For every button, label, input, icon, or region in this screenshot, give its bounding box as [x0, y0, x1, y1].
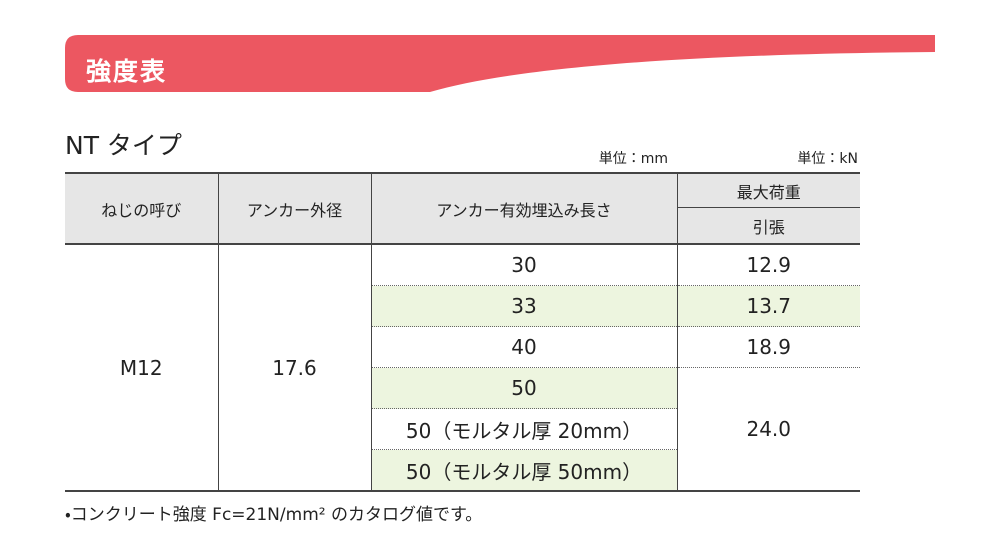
table-cell: 30 — [370, 244, 677, 286]
table-row: 50（モルタル厚 20mm） — [65, 408, 860, 450]
table-row: 50 24.0 — [65, 367, 860, 491]
footnote: ・コンクリート強度 Fc=21N/mm² のカタログ値です。 — [65, 505, 483, 525]
table-cell: 17.6 — [217, 244, 371, 491]
table-cell: 13.7 — [676, 285, 860, 327]
page-title: 強度表 — [86, 57, 168, 86]
unit-label: 単位：kN — [797, 151, 858, 167]
table-row: M12 17.6 30 12.9 — [65, 244, 860, 491]
table-cell: M12 — [119, 355, 163, 380]
table-row: 50（モルタル厚 50mm） — [65, 449, 860, 491]
section-title: NT タイプ — [65, 131, 182, 160]
banner — [65, 35, 935, 92]
table-cell: 50 — [370, 367, 677, 409]
column-header: 最大荷重 — [676, 173, 860, 208]
table-cell: 18.9 — [676, 326, 860, 368]
column-header: 引張 — [676, 207, 860, 244]
table-cell: 24.0 — [676, 367, 860, 491]
column-header: アンカー外径 — [217, 173, 371, 244]
strength-table: ねじの呼び アンカー外径 アンカー有効埋込み長さ 最大荷重 引張 M12 17.6… — [65, 172, 860, 492]
table-cell: 12.9 — [676, 244, 860, 286]
column-header: アンカー有効埋込み長さ — [370, 173, 677, 244]
table-row: 33 13.7 — [65, 285, 860, 327]
banner-shape — [65, 35, 935, 92]
table-cell: 40 — [370, 326, 677, 368]
table-cell: 50（モルタル厚 50mm） — [370, 449, 677, 491]
table-cell: 33 — [370, 285, 677, 327]
table-cell: 50（モルタル厚 20mm） — [370, 408, 677, 450]
unit-label: 単位：mm — [598, 151, 668, 167]
table-row: 40 18.9 — [65, 326, 860, 368]
column-header: ねじの呼び — [65, 173, 218, 244]
